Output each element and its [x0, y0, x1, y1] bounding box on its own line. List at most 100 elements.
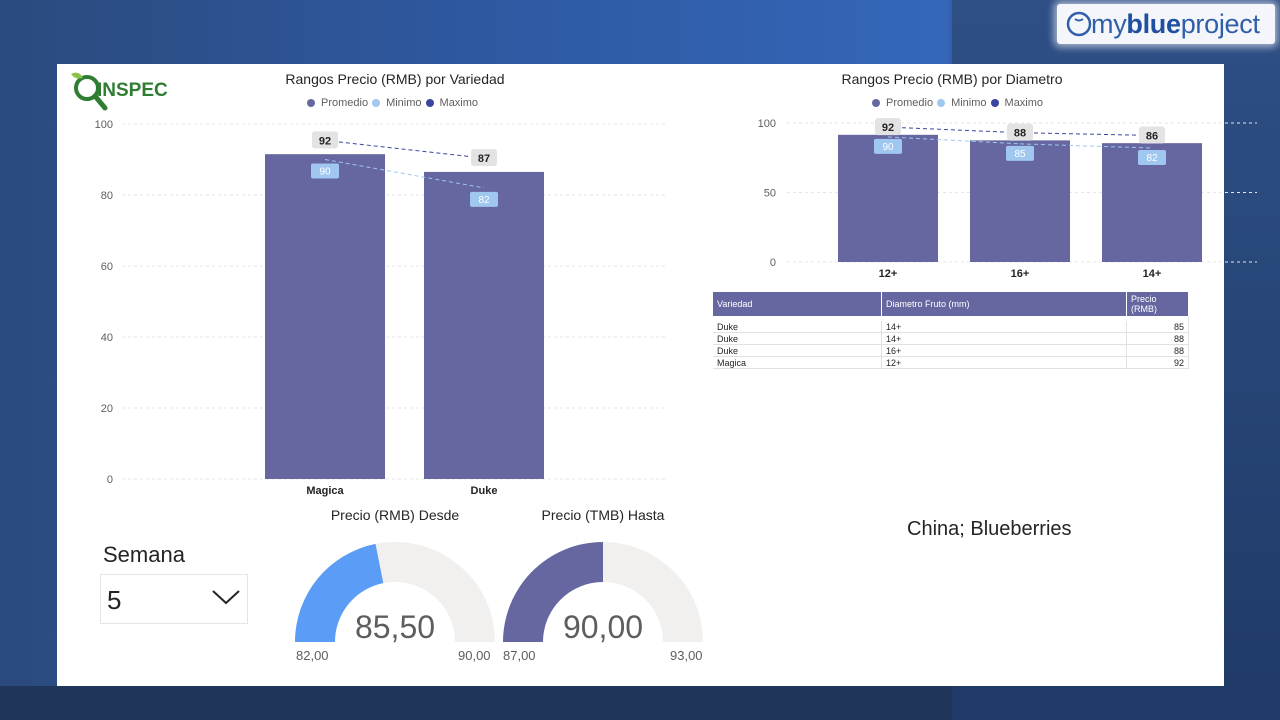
table-cell: 92 — [1126, 356, 1189, 369]
chart-diametro: 0 50 100 12+ 16+ 14+ 92 90 88 85 86 82 — [758, 118, 1257, 280]
table-row: Magica 12+ 92 — [713, 356, 1189, 369]
background-bottom — [0, 686, 952, 720]
legend-dot-maximo — [425, 99, 434, 107]
chart1-title: Rangos Precio (RMB) por Variedad — [285, 71, 505, 87]
series-line-maximo — [1019, 132, 1153, 136]
magnifier-leaf-icon — [71, 72, 108, 111]
y-tick-label: 0 — [107, 474, 113, 486]
table-header[interactable]: Diametro Fruto (mm) — [881, 292, 1127, 316]
data-label-bg-maximo — [1139, 126, 1165, 144]
data-label-minimo: 90 — [319, 167, 331, 178]
dashboard-panel: INSPEC Rangos Precio (RMB) por Variedad … — [57, 64, 1257, 686]
gauge-value: 90,00 — [563, 609, 643, 645]
chevron-down-icon[interactable] — [211, 587, 241, 607]
x-tick-label: 14+ — [1143, 268, 1162, 280]
table-row: Duke 16+ 88 — [713, 344, 1189, 357]
data-label-bg-minimo — [470, 191, 498, 207]
legend-minimo: Minimo — [386, 97, 422, 109]
series-line-maximo — [887, 126, 1021, 134]
legend-dot-minimo — [937, 99, 946, 107]
legend-maximo: Maximo — [439, 97, 479, 109]
gauge-desde-min: 82,00 — [296, 648, 329, 663]
semana-label: Semana — [103, 542, 185, 567]
legend-minimo: Minimo — [951, 97, 987, 109]
chart2-title: Rangos Precio (RMB) por Diametro — [841, 71, 1063, 87]
y-tick-label: 0 — [770, 257, 776, 269]
bar — [265, 154, 385, 480]
table-cell: 14+ — [881, 321, 1127, 333]
gauge-hasta-title: Precio (TMB) Hasta — [541, 507, 665, 523]
x-tick-label: 12+ — [879, 268, 898, 280]
legend-promedio: Promedio — [886, 97, 934, 109]
y-tick-label: 20 — [101, 403, 113, 415]
legend-dot-minimo — [372, 99, 381, 107]
data-label-bg-minimo — [874, 138, 902, 154]
data-label-bg-maximo — [875, 118, 901, 136]
blueberry-icon — [1066, 11, 1092, 37]
data-label-maximo: 92 — [882, 122, 894, 134]
gauge-desde-title: Precio (RMB) Desde — [330, 507, 460, 523]
chart1-legend: Promedio Minimo Maximo — [307, 97, 478, 109]
table-cell: 85 — [1126, 321, 1189, 333]
x-tick-label: Duke — [471, 485, 498, 497]
series-line-maximo — [324, 139, 485, 159]
legend-maximo: Maximo — [1004, 97, 1044, 109]
data-label-minimo: 82 — [1146, 153, 1158, 164]
table-cell: 88 — [1126, 344, 1189, 357]
data-label-maximo: 86 — [1146, 130, 1158, 142]
table-header-row: Variedad Diametro Fruto (mm) Precio (RMB… — [713, 292, 1189, 316]
y-tick-label: 100 — [95, 119, 113, 131]
gauge-fill — [295, 543, 384, 642]
data-label-maximo: 92 — [319, 135, 331, 147]
data-label-maximo: 87 — [478, 153, 490, 165]
gauge-value: 85,50 — [355, 609, 435, 645]
table-header[interactable]: Variedad — [713, 292, 882, 316]
bar — [838, 134, 938, 262]
data-label-bg-minimo — [1138, 150, 1166, 166]
table-cell: 16+ — [881, 344, 1127, 357]
data-label-bg-minimo — [1006, 145, 1034, 161]
data-label-minimo: 85 — [1014, 149, 1026, 160]
semana-dropdown[interactable]: 5 — [100, 574, 248, 624]
table-cell: Duke — [713, 321, 882, 333]
series-line-minimo — [887, 136, 1021, 145]
legend-dot-promedio — [307, 99, 315, 107]
table-row: Duke 14+ 88 — [713, 332, 1189, 345]
chart2-legend: Promedio Minimo Maximo — [872, 97, 1043, 109]
bar — [424, 171, 544, 480]
semana-value: 5 — [107, 585, 122, 615]
y-tick-label: 60 — [101, 261, 113, 273]
inspec-logo: INSPEC — [67, 68, 168, 112]
gauge-fill — [503, 542, 603, 642]
y-tick-label: 80 — [101, 190, 113, 202]
y-tick-label: 100 — [758, 118, 776, 130]
gauge-hasta: 90,00 — [503, 542, 703, 645]
table-header[interactable]: Precio (RMB) — [1126, 292, 1189, 316]
x-tick-label: Magica — [306, 485, 344, 497]
data-label-bg-minimo — [311, 163, 339, 179]
brand-logo: myblueproject — [1057, 4, 1275, 44]
data-label-minimo: 82 — [478, 195, 490, 206]
table-cell: 12+ — [881, 356, 1127, 369]
gauge-hasta-min: 87,00 — [503, 648, 536, 663]
data-label-minimo: 90 — [882, 142, 894, 153]
table-cell: 88 — [1126, 332, 1189, 345]
legend-promedio: Promedio — [321, 97, 369, 109]
y-tick-label: 50 — [764, 188, 776, 200]
legend-dot-maximo — [990, 99, 999, 107]
data-label-maximo: 88 — [1014, 128, 1026, 140]
data-label-bg-maximo — [471, 149, 497, 167]
data-label-bg-maximo — [1007, 123, 1033, 141]
chart-variedad: 0 20 40 60 80 100 Magica Duke 92 90 87 82 — [95, 119, 667, 497]
table-cell: 14+ — [881, 332, 1127, 345]
gauge-desde-max: 90,00 — [458, 648, 491, 663]
data-label-bg-maximo — [312, 131, 338, 149]
legend-dot-promedio — [872, 99, 880, 107]
gauge-desde: 85,50 — [295, 542, 495, 645]
gauge-hasta-max: 93,00 — [670, 648, 703, 663]
table-row: Duke 14+ 85 — [713, 321, 1189, 333]
x-tick-label: 16+ — [1011, 268, 1030, 280]
y-tick-label: 40 — [101, 332, 113, 344]
logo-text: INSPEC — [97, 80, 168, 101]
table-cell: Duke — [713, 344, 882, 357]
